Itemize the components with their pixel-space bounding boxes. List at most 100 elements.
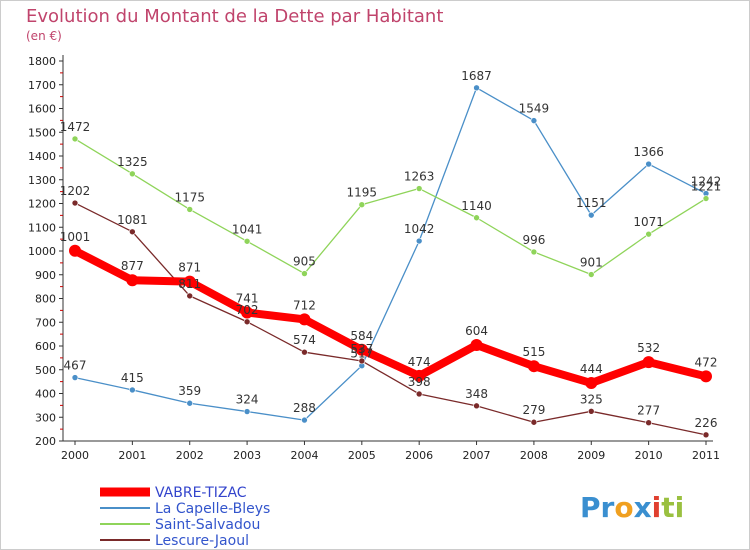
y-tick-label: 800: [35, 293, 56, 306]
data-label: 279: [522, 403, 545, 417]
data-label: 1242: [691, 175, 722, 189]
data-point: [702, 195, 710, 202]
data-label: 472: [695, 355, 718, 369]
brand-letter: P: [580, 491, 601, 524]
data-point: [645, 230, 652, 238]
data-label: 901: [580, 256, 603, 270]
data-label: 288: [293, 401, 316, 415]
data-point: [301, 416, 308, 424]
data-point: [358, 201, 366, 208]
x-tick-label: 2009: [577, 449, 605, 462]
data-label: 1202: [60, 184, 91, 198]
data-point: [301, 348, 308, 356]
data-point: [129, 170, 136, 178]
data-label: 532: [637, 341, 660, 355]
data-label: 1221: [691, 180, 722, 194]
data-label: 415: [121, 371, 144, 385]
data-labels: 467 415 359 324 288 517 1042 1687 1549 1151 1366 12…: [60, 69, 722, 430]
y-tick-label: 1300: [28, 174, 56, 187]
data-label: 1366: [633, 145, 664, 159]
y-tick-label: 500: [35, 364, 56, 377]
x-tick-label: 2002: [176, 449, 204, 462]
data-point: [183, 275, 196, 288]
data-label: 905: [293, 255, 316, 269]
data-label: 584: [350, 329, 373, 343]
data-label: 444: [580, 362, 603, 376]
data-point: [642, 356, 655, 369]
y-tick-label: 300: [35, 411, 56, 424]
data-point: [530, 117, 538, 124]
data-label: 1687: [461, 69, 492, 83]
data-label: 359: [178, 384, 201, 398]
data-label: 1001: [60, 230, 91, 244]
data-point: [587, 211, 595, 219]
y-tick-label: 600: [35, 340, 56, 353]
series-line: [71, 246, 710, 388]
y-tick-label: 200: [35, 435, 56, 448]
y-tick-label: 700: [35, 316, 56, 329]
data-label: 1472: [60, 120, 91, 134]
data-label: 871: [178, 261, 201, 275]
series-line: [74, 138, 707, 276]
y-tick-label: 1800: [28, 55, 56, 68]
data-label: 702: [236, 303, 259, 317]
data-label: 515: [522, 345, 545, 359]
data-point: [530, 418, 538, 426]
data-label: 877: [121, 259, 144, 273]
y-tick-label: 1400: [28, 150, 56, 163]
brand-letter: x: [634, 491, 652, 524]
data-point: [243, 237, 251, 245]
chart-title: Evolution du Montant de la Dette par Hab…: [26, 6, 443, 27]
data-point: [71, 135, 79, 143]
data-label: 474: [408, 355, 431, 369]
y-tick-label: 1600: [28, 103, 56, 116]
data-label: 1325: [117, 155, 148, 169]
data-point: [473, 214, 480, 222]
data-label: 324: [236, 393, 259, 407]
legend-label: Lescure-Jaoul: [155, 533, 249, 549]
data-label: 398: [408, 375, 431, 389]
data-label: 467: [64, 359, 87, 373]
data-point: [186, 292, 194, 300]
data-point: [126, 274, 139, 287]
data-point: [473, 84, 480, 92]
data-point: [470, 339, 483, 352]
legend-label: VABRE-TIZAC: [155, 485, 247, 501]
data-label: 741: [236, 292, 259, 306]
data-point: [355, 343, 368, 356]
data-label: 1042: [404, 222, 435, 236]
legend-label: La Capelle-Bleys: [155, 501, 270, 517]
data-point: [587, 271, 595, 278]
brand-letter: i: [675, 491, 685, 524]
y-tick-label: 1500: [28, 126, 56, 139]
x-tick-label: 2007: [463, 449, 491, 462]
data-label: 811: [178, 277, 201, 291]
data-label: 537: [350, 342, 373, 356]
x-tick-label: 2004: [290, 449, 318, 462]
x-tick-label: 2011: [692, 449, 720, 462]
data-point: [186, 206, 194, 213]
data-label: 1071: [633, 215, 664, 229]
data-label: 1081: [117, 213, 148, 227]
data-point: [69, 244, 81, 257]
data-point: [473, 402, 480, 410]
data-label: 604: [465, 324, 488, 338]
series-layer: [69, 84, 712, 439]
data-point: [530, 248, 538, 256]
series-line: [74, 87, 707, 421]
x-tick-label: 2005: [348, 449, 376, 462]
data-point: [415, 237, 423, 245]
x-tick-label: 2006: [405, 449, 433, 462]
brand-letter: t: [661, 491, 674, 524]
data-point: [700, 370, 712, 383]
x-tick-label: 2000: [61, 449, 89, 462]
x-tick-label: 2008: [520, 449, 548, 462]
data-label: 517: [350, 347, 373, 361]
data-point: [186, 399, 194, 407]
data-point: [527, 360, 540, 373]
data-point: [243, 318, 251, 326]
y-tick-label: 1700: [28, 79, 56, 92]
data-point: [585, 377, 598, 390]
data-label: 1041: [232, 222, 263, 236]
